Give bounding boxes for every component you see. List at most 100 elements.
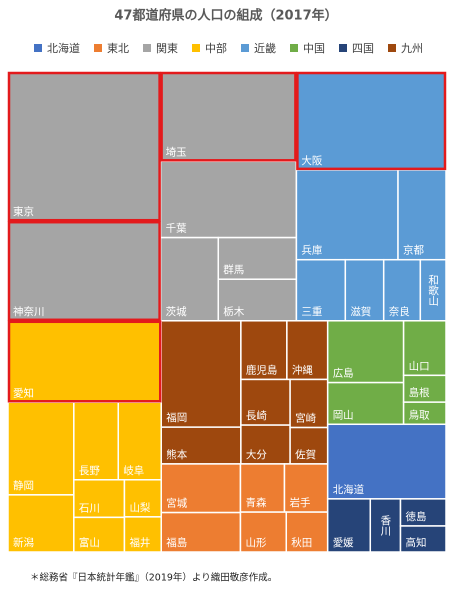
tile-label: 青森 (245, 496, 266, 509)
tile-label: 佐賀 (295, 448, 316, 461)
tile-label: 栃木 (223, 305, 244, 318)
tile-label: 千葉 (166, 222, 187, 235)
tile-label: 岐阜 (123, 464, 144, 477)
tile (160, 320, 242, 428)
tile (217, 278, 298, 322)
tile-label: 滋賀 (350, 305, 371, 318)
tile (160, 463, 242, 514)
legend: 北海道 東北 関東 中部 近畿 中国 四国 九州 (34, 41, 423, 55)
tile-label: 沖縄 (292, 363, 313, 376)
highlights (7, 71, 447, 403)
tile (7, 220, 162, 322)
tile-label: 東京 (13, 205, 34, 218)
tile (285, 511, 329, 553)
tile-label: 三重 (301, 305, 322, 318)
legend-label: 九州 (401, 42, 423, 55)
tile-label: 大分 (246, 448, 267, 461)
tile-label: 福井 (129, 536, 150, 549)
tile (159, 71, 298, 163)
tile-label: 山形 (245, 537, 266, 549)
legend-label: 関東 (156, 42, 178, 55)
tile-label: 福島 (166, 536, 187, 549)
tile-label: 京都 (403, 244, 424, 257)
tile (73, 401, 120, 481)
tile-label: 愛知 (13, 386, 34, 399)
tile (295, 169, 399, 261)
tile-label: 岡山 (333, 409, 354, 421)
legend-swatch (388, 44, 396, 52)
legend-swatch (143, 44, 151, 52)
tile-label: 埼玉 (166, 145, 187, 158)
tile (399, 498, 447, 527)
tile-label: 島根 (409, 386, 430, 399)
tile-label: 茨城 (166, 305, 187, 318)
tile-label: 神奈川 (13, 305, 45, 318)
tile (382, 258, 422, 322)
tile (7, 71, 162, 222)
tile (73, 516, 126, 553)
tile-label: 香川 (379, 515, 391, 536)
legend-label: 近畿 (254, 41, 276, 55)
tile-label: 山梨 (129, 501, 150, 514)
tile (7, 494, 75, 553)
tile-label: 長野 (79, 465, 100, 477)
tile (123, 516, 162, 553)
tile-label: 鹿児島 (246, 363, 277, 376)
legend-swatch (34, 44, 42, 52)
tile-label: 愛媛 (333, 536, 354, 549)
tile (295, 258, 347, 322)
tile-label: 大阪 (301, 154, 322, 167)
tile-label: 宮城 (166, 497, 187, 510)
tile-label: 群馬 (223, 263, 244, 276)
highlight-border (7, 71, 161, 222)
legend-label: 東北 (107, 42, 129, 55)
tile-label: 鳥取 (409, 408, 430, 421)
highlight-border (296, 71, 447, 171)
footnote: ＊総務省『日本統計年鑑』（2019年）より織田敬彦作成。 (30, 572, 277, 584)
tile (240, 378, 291, 426)
chart-title: 47都道府県の人口の組成（2017年） (114, 8, 337, 24)
legend-label: 四国 (352, 42, 374, 55)
legend-label: 中部 (205, 41, 227, 55)
tile-label: 秋田 (291, 536, 312, 549)
tile-label: 岩手 (289, 496, 310, 509)
legend-swatch (290, 44, 298, 52)
tile-label: 和歌山 (427, 275, 439, 307)
tile-label: 福岡 (166, 411, 187, 424)
tile-label: 長崎 (246, 409, 267, 422)
tile (289, 378, 329, 429)
legend-label: 中国 (303, 42, 325, 55)
legend-swatch (241, 44, 249, 52)
tile-label: 新潟 (13, 536, 34, 549)
highlight-border (7, 220, 161, 322)
legend-swatch (94, 44, 102, 52)
tile-label: 兵庫 (301, 244, 322, 257)
tile (73, 479, 126, 519)
tile (239, 511, 288, 553)
tile (326, 320, 405, 384)
tile (399, 525, 447, 553)
tile-label: 宮崎 (295, 412, 316, 425)
tile-label: 高知 (405, 536, 426, 549)
tile-label: 熊本 (166, 448, 187, 461)
tile-label: 徳島 (405, 510, 426, 523)
highlight-border (160, 71, 297, 162)
legend-label: 北海道 (47, 41, 80, 55)
tile-label: 富山 (79, 536, 100, 549)
tile-label: 北海道 (333, 483, 365, 496)
tile-label: 広島 (333, 367, 354, 380)
tile (369, 498, 402, 553)
tile-label: 奈良 (389, 305, 410, 318)
tile-label: 石川 (79, 502, 100, 514)
tile (123, 479, 162, 518)
tile (402, 320, 447, 377)
highlight-border (7, 320, 162, 403)
tile (326, 423, 447, 500)
legend-swatch (192, 44, 200, 52)
tile-label: 山口 (409, 360, 430, 372)
tile (117, 401, 162, 481)
legend-swatch (339, 44, 347, 52)
tile-label: 静岡 (13, 479, 34, 492)
